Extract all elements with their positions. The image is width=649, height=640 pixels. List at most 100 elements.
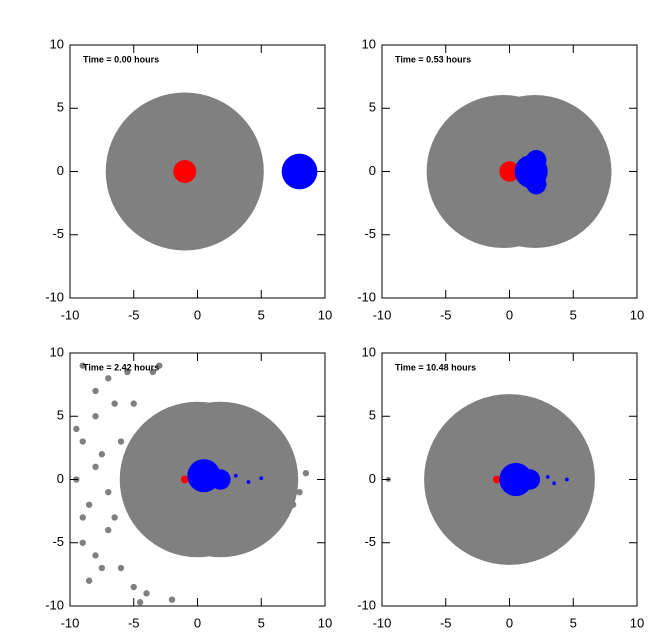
particle [168, 596, 176, 603]
x-tick-label: 5 [570, 615, 577, 630]
particle [117, 438, 125, 445]
particle [85, 577, 93, 584]
particle [105, 375, 112, 382]
panel: -10 -5 0 5 10 -10 -5 0 5 10 Time = 0.53 hours [357, 36, 644, 322]
x-tick-label: 10 [630, 307, 644, 322]
y-tick-label: -10 [357, 597, 376, 612]
particle [173, 160, 197, 183]
particle [156, 362, 163, 369]
x-tick-label: -5 [440, 615, 452, 630]
particle [79, 362, 86, 369]
particle [283, 463, 290, 471]
particle [563, 124, 571, 131]
particle [519, 469, 541, 490]
particle [582, 130, 590, 137]
y-tick-label: 10 [362, 344, 376, 359]
particle [557, 218, 564, 226]
particle [210, 469, 231, 490]
particle [259, 476, 264, 481]
y-tick-label: -5 [364, 226, 376, 241]
particle [564, 477, 569, 482]
particle [589, 180, 596, 188]
particle [595, 187, 602, 194]
particle [233, 473, 238, 478]
particle [296, 488, 303, 496]
panel: -10 -5 0 5 10 -10 -5 0 5 10 Time = 2.42 hours [45, 344, 332, 630]
y-tick-label: -10 [45, 289, 64, 304]
particle [79, 514, 86, 521]
particle [595, 193, 602, 200]
particle [277, 438, 284, 445]
x-tick-label: -10 [373, 307, 392, 322]
x-tick-label: 10 [318, 307, 332, 322]
panel-title: Time = 10.48 hours [395, 362, 476, 372]
y-tick-label: 5 [57, 408, 64, 423]
particle [98, 564, 106, 572]
panel: -10 -5 0 5 10 -10 -5 0 5 10 Time = 10.48 hours [357, 344, 644, 630]
y-tick-label: -5 [52, 534, 64, 549]
plot-area [73, 362, 310, 606]
particle [111, 400, 118, 407]
x-tick-label: 0 [194, 615, 201, 630]
y-tick-label: 10 [362, 36, 376, 51]
particle [526, 149, 547, 171]
particle [582, 143, 590, 150]
particle [180, 475, 189, 484]
particle [92, 413, 99, 420]
particle [79, 539, 86, 546]
y-tick-label: -5 [52, 226, 64, 241]
y-tick-label: 0 [369, 163, 376, 178]
particle [499, 161, 520, 182]
particle [79, 438, 86, 445]
panel-title: Time = 2.42 hours [83, 362, 159, 372]
particle [302, 469, 310, 477]
particle [111, 514, 118, 521]
y-tick-label: 10 [50, 344, 64, 359]
x-tick-label: -10 [373, 615, 392, 630]
particle [136, 599, 144, 606]
particle [143, 590, 150, 597]
y-tick-label: 5 [369, 100, 376, 115]
plot-area [105, 92, 318, 251]
panel: -10 -5 0 5 10 -10 -5 0 5 10 Time = 0.00 hours [45, 36, 332, 322]
panel-title: Time = 0.53 hours [395, 54, 471, 64]
x-tick-label: 0 [506, 615, 513, 630]
particle [598, 199, 605, 207]
x-tick-label: 0 [506, 307, 513, 322]
y-tick-label: 10 [50, 36, 64, 51]
particle [570, 136, 577, 144]
particle [281, 153, 318, 190]
x-tick-label: -5 [440, 307, 452, 322]
x-tick-label: 0 [194, 307, 201, 322]
x-tick-label: -10 [61, 615, 80, 630]
particle [130, 400, 137, 407]
x-tick-label: 5 [258, 307, 265, 322]
y-tick-label: -10 [45, 597, 64, 612]
particle [73, 425, 80, 433]
particle [130, 583, 137, 591]
particle [589, 149, 596, 156]
plot-area [426, 95, 612, 248]
x-tick-label: 10 [630, 615, 644, 630]
x-tick-label: 5 [570, 307, 577, 322]
x-tick-label: 10 [318, 615, 332, 630]
x-tick-label: 5 [258, 615, 265, 630]
y-tick-label: -10 [357, 289, 376, 304]
particle [552, 481, 557, 486]
y-tick-label: 0 [57, 471, 64, 486]
particle [105, 526, 112, 534]
particle [105, 488, 112, 496]
y-tick-label: -5 [364, 534, 376, 549]
particle [92, 387, 99, 395]
particle [246, 480, 251, 484]
plot-area [385, 394, 595, 565]
panel-title: Time = 0.00 hours [83, 54, 159, 64]
particle [149, 368, 157, 376]
x-tick-label: -5 [128, 615, 140, 630]
particle [576, 206, 583, 213]
particle [124, 368, 131, 376]
particle [98, 451, 106, 458]
x-tick-label: -10 [61, 307, 80, 322]
x-tick-label: -5 [128, 307, 140, 322]
